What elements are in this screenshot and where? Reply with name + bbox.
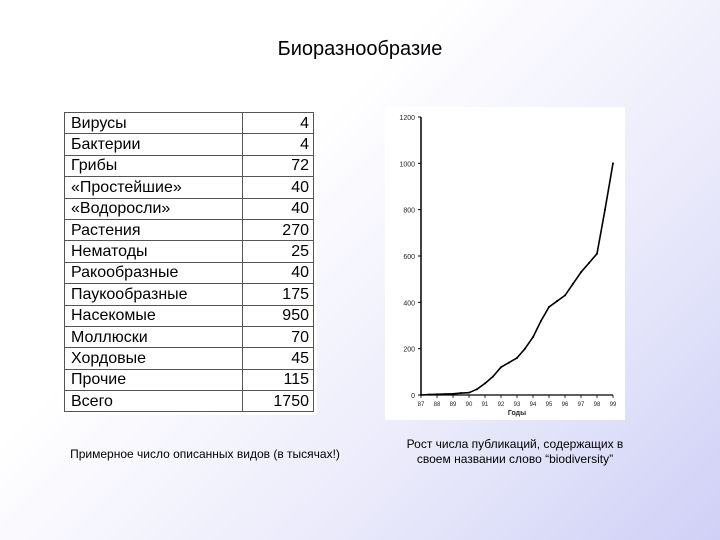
data-point — [484, 382, 486, 385]
table-row: Прочие 115 — [64, 368, 314, 392]
data-point — [524, 347, 526, 350]
data-point — [516, 356, 518, 359]
publications-chart: 0 200 400 600 800 1000 1200 87 88 89 90 91 92 93 94 95 9… — [385, 107, 625, 420]
chart-svg: 0 200 400 600 800 1000 1200 87 88 89 90 91 92 93 94 95 9… — [399, 115, 617, 417]
species-group-name: Прочие — [64, 368, 243, 392]
species-count: 45 — [242, 347, 314, 370]
y-tick-label: 0 — [411, 393, 415, 400]
data-point — [460, 392, 462, 395]
data-point — [556, 300, 558, 303]
data-point — [492, 375, 494, 378]
data-point — [548, 305, 550, 308]
species-count: 70 — [242, 325, 314, 349]
x-tick-label: 98 — [594, 402, 601, 408]
data-point — [444, 393, 446, 396]
y-tick-label: 1200 — [399, 115, 415, 122]
x-axis-label: Годы — [508, 410, 526, 417]
x-tick-label: 93 — [514, 402, 521, 408]
data-point — [572, 282, 574, 285]
species-group-name: Вирусы — [64, 111, 243, 135]
x-tick-label: 94 — [530, 402, 537, 408]
data-point — [436, 393, 438, 396]
species-group-name: Насекомые — [64, 304, 243, 327]
species-group-name: Паукообразные — [64, 283, 243, 306]
species-table-container: Вирусы 4 Бактерии 4 Грибы 72 «Простейшие» 40 «Во… — [61, 109, 317, 416]
species-group-name: Хордовые — [64, 347, 243, 370]
y-tick-label: 1000 — [399, 161, 415, 168]
table-row: Всего 1750 — [64, 390, 314, 413]
data-point — [564, 294, 566, 297]
x-tick-label: 90 — [466, 402, 473, 408]
table-row: Паукообразные 175 — [64, 283, 314, 306]
species-group-name: Всего — [64, 390, 243, 413]
species-group-name: «Простейшие» — [64, 176, 243, 199]
data-point — [540, 319, 542, 322]
slide-title: Биоразнообразие — [277, 38, 443, 60]
species-count: 4 — [242, 133, 314, 156]
y-tick-label: 600 — [403, 254, 415, 261]
data-point — [476, 388, 478, 391]
data-point — [596, 252, 598, 255]
table-row: Ракообразные 40 — [64, 261, 314, 285]
species-group-name: Нематоды — [64, 240, 243, 263]
data-point — [508, 361, 510, 364]
table-row: Нематоды 25 — [64, 240, 314, 263]
species-count: 175 — [242, 283, 314, 306]
data-point — [452, 392, 454, 395]
species-count: 950 — [242, 304, 314, 327]
species-table: Вирусы 4 Бактерии 4 Грибы 72 «Простейшие» 40 «Во… — [64, 111, 314, 413]
table-row: Моллюски 70 — [64, 325, 314, 349]
data-point — [420, 394, 422, 396]
x-tick-label: 92 — [498, 402, 505, 408]
table-caption: Примерное число описанных видов (в тысяч… — [70, 447, 340, 461]
data-point — [428, 393, 430, 396]
species-count: 40 — [242, 261, 314, 285]
species-count: 40 — [242, 176, 314, 199]
table-row: Насекомые 950 — [64, 304, 314, 327]
species-group-name: Ракообразные — [64, 261, 243, 285]
data-point — [612, 162, 614, 165]
x-tick-label: 99 — [610, 402, 617, 408]
data-point — [500, 366, 502, 369]
table-row: «Водоросли» 40 — [64, 197, 314, 220]
species-group-name: Бактерии — [64, 133, 243, 156]
species-group-name: «Водоросли» — [64, 197, 243, 220]
species-group-name: Растения — [64, 218, 243, 242]
table-row: Растения 270 — [64, 218, 314, 242]
chart-caption-line-2: своем названии слово “biodiversity” — [416, 452, 614, 466]
data-point — [580, 271, 582, 274]
species-count: 115 — [242, 368, 314, 392]
chart-caption-line-1: Рост числа публикаций, содержащих в — [406, 437, 624, 451]
x-tick-label: 88 — [434, 402, 441, 408]
table-row: Вирусы 4 — [64, 111, 314, 135]
species-count: 4 — [242, 111, 314, 135]
x-tick-label: 95 — [546, 402, 553, 408]
species-count: 270 — [242, 218, 314, 242]
data-point — [588, 261, 590, 264]
species-group-name: Грибы — [64, 154, 243, 178]
table-row: «Простейшие» 40 — [64, 176, 314, 199]
x-tick-label: 97 — [578, 402, 585, 408]
x-tick-label: 89 — [450, 402, 457, 408]
species-group-name: Моллюски — [64, 325, 243, 349]
species-count: 25 — [242, 240, 314, 263]
species-count: 72 — [242, 154, 314, 178]
data-point — [604, 208, 606, 211]
species-count: 1750 — [242, 390, 314, 413]
data-point — [468, 391, 470, 394]
y-tick-label: 200 — [403, 347, 415, 354]
species-count: 40 — [242, 197, 314, 220]
table-row: Хордовые 45 — [64, 347, 314, 370]
y-tick-label: 400 — [403, 300, 415, 307]
x-tick-label: 96 — [562, 402, 569, 408]
x-tick-label: 87 — [418, 402, 425, 408]
table-row: Грибы 72 — [64, 154, 314, 178]
series-line — [420, 163, 614, 396]
y-tick-label: 800 — [403, 208, 415, 215]
x-tick-label: 91 — [482, 402, 489, 408]
table-row: Бактерии 4 — [64, 133, 314, 156]
data-point — [532, 336, 534, 339]
chart-caption: Рост числа публикаций, содержащих в свое… — [380, 437, 650, 467]
